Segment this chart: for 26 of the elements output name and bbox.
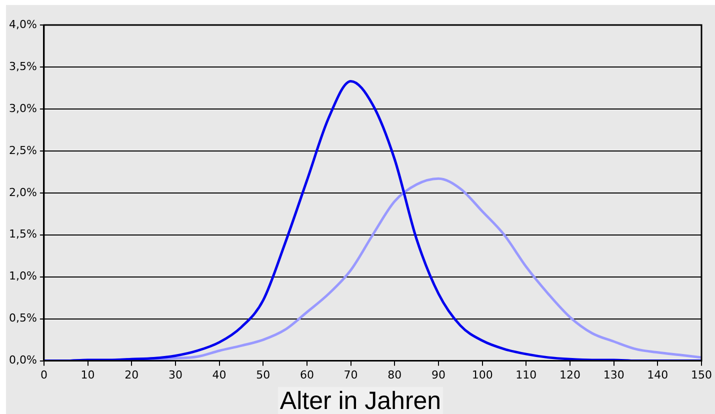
x-tick-label: 0 bbox=[40, 368, 48, 382]
y-tick-label: 3,5% bbox=[8, 60, 37, 73]
x-tick-label: 90 bbox=[431, 368, 446, 382]
x-tick-label: 10 bbox=[80, 368, 95, 382]
x-tick-label: 150 bbox=[691, 368, 712, 382]
x-tick-label: 130 bbox=[603, 368, 624, 382]
y-tick-label: 4,0% bbox=[8, 18, 37, 31]
x-tick-label: 30 bbox=[168, 368, 182, 382]
y-tick-label: 2,5% bbox=[8, 144, 37, 157]
y-tick-label: 3,0% bbox=[8, 102, 37, 115]
x-axis-title: Alter in Jahren bbox=[278, 387, 444, 414]
y-tick-label: 1,5% bbox=[8, 228, 37, 241]
x-tick-label: 40 bbox=[212, 368, 226, 382]
x-tick-label: 70 bbox=[344, 368, 358, 382]
x-tick-label: 80 bbox=[388, 368, 402, 382]
x-tick-label: 20 bbox=[124, 368, 139, 382]
y-tick-label: 1,0% bbox=[8, 270, 37, 283]
x-tick-label: 50 bbox=[256, 368, 270, 382]
x-tick-label: 100 bbox=[472, 368, 493, 382]
x-tick-label: 140 bbox=[647, 368, 668, 382]
y-tick-label: 0,0% bbox=[8, 354, 37, 367]
x-tick-label: 110 bbox=[516, 368, 537, 382]
y-tick-label: 0,5% bbox=[8, 312, 37, 325]
x-tick-label: 120 bbox=[559, 368, 580, 382]
y-tick-label: 2,0% bbox=[8, 186, 37, 199]
x-tick-label: 60 bbox=[300, 368, 314, 382]
